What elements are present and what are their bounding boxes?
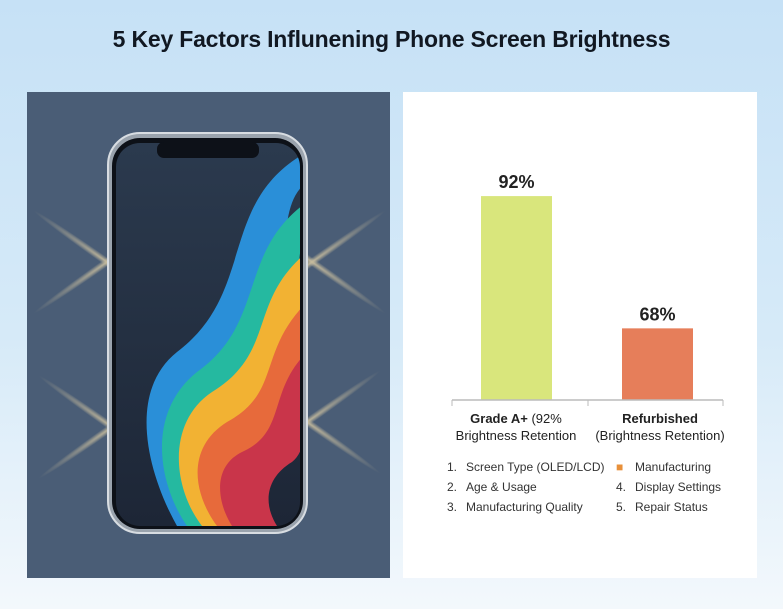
bar-1 [481, 196, 552, 400]
data-label: 92% [498, 172, 534, 192]
factor-list-right: ■ Manufacturing 4. Display Settings 5. Repa… [616, 457, 721, 517]
category-label-refurbished: Refurbished (Brightness Retention) [595, 411, 725, 443]
factor-item: 5. Repair Status [616, 500, 708, 514]
page-title: 5 Key Factors Influnening Phone Screen B… [112, 26, 671, 52]
bar-2 [622, 328, 693, 400]
phone-image [33, 132, 386, 534]
factor-item: ■ Manufacturing [616, 457, 721, 477]
factor-list-left: 1. Screen Type (OLED/LCD) 2. Age & Usage 3… [447, 457, 605, 517]
phone-illustration-panel [27, 92, 390, 578]
factor-item: 3. Manufacturing Quality [447, 500, 583, 514]
factor-item: 2. Age & Usage [447, 480, 537, 494]
data-label: 68% [639, 304, 675, 324]
factor-item: 4. Display Settings [616, 480, 722, 494]
bar-chart: 92% 68% [451, 172, 724, 406]
tools-icon: ■ [616, 460, 624, 474]
chart-panel: 92% 68% Grade A+ (92% Brightness Retention… [403, 92, 757, 578]
factor-item: 1. Screen Type (OLED/LCD) [447, 460, 605, 474]
category-label-grade: Grade A+ (92% Brightness Retention [455, 411, 577, 443]
